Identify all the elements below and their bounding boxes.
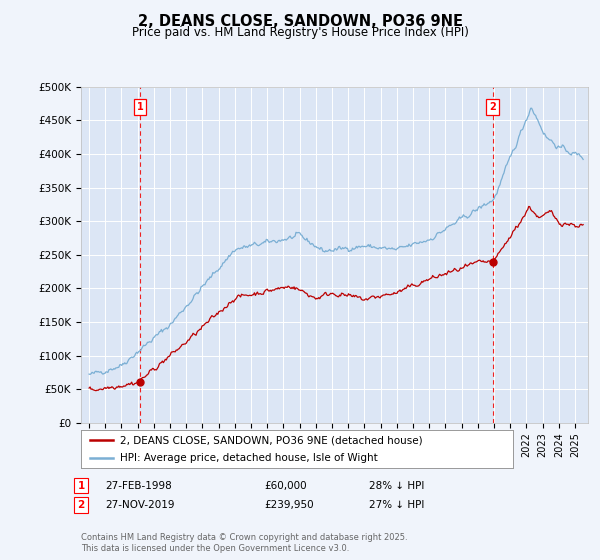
Text: 1: 1 (77, 480, 85, 491)
Text: 2, DEANS CLOSE, SANDOWN, PO36 9NE (detached house): 2, DEANS CLOSE, SANDOWN, PO36 9NE (detac… (120, 435, 422, 445)
Text: 28% ↓ HPI: 28% ↓ HPI (369, 480, 424, 491)
Text: £239,950: £239,950 (264, 500, 314, 510)
Text: 27% ↓ HPI: 27% ↓ HPI (369, 500, 424, 510)
Text: 2: 2 (490, 102, 496, 112)
Text: Contains HM Land Registry data © Crown copyright and database right 2025.
This d: Contains HM Land Registry data © Crown c… (81, 533, 407, 553)
Text: 2, DEANS CLOSE, SANDOWN, PO36 9NE: 2, DEANS CLOSE, SANDOWN, PO36 9NE (137, 14, 463, 29)
Text: Price paid vs. HM Land Registry's House Price Index (HPI): Price paid vs. HM Land Registry's House … (131, 26, 469, 39)
Text: 2: 2 (77, 500, 85, 510)
Text: 1: 1 (137, 102, 143, 112)
Text: 27-FEB-1998: 27-FEB-1998 (105, 480, 172, 491)
Text: HPI: Average price, detached house, Isle of Wight: HPI: Average price, detached house, Isle… (120, 452, 377, 463)
Text: £60,000: £60,000 (264, 480, 307, 491)
Text: 27-NOV-2019: 27-NOV-2019 (105, 500, 175, 510)
